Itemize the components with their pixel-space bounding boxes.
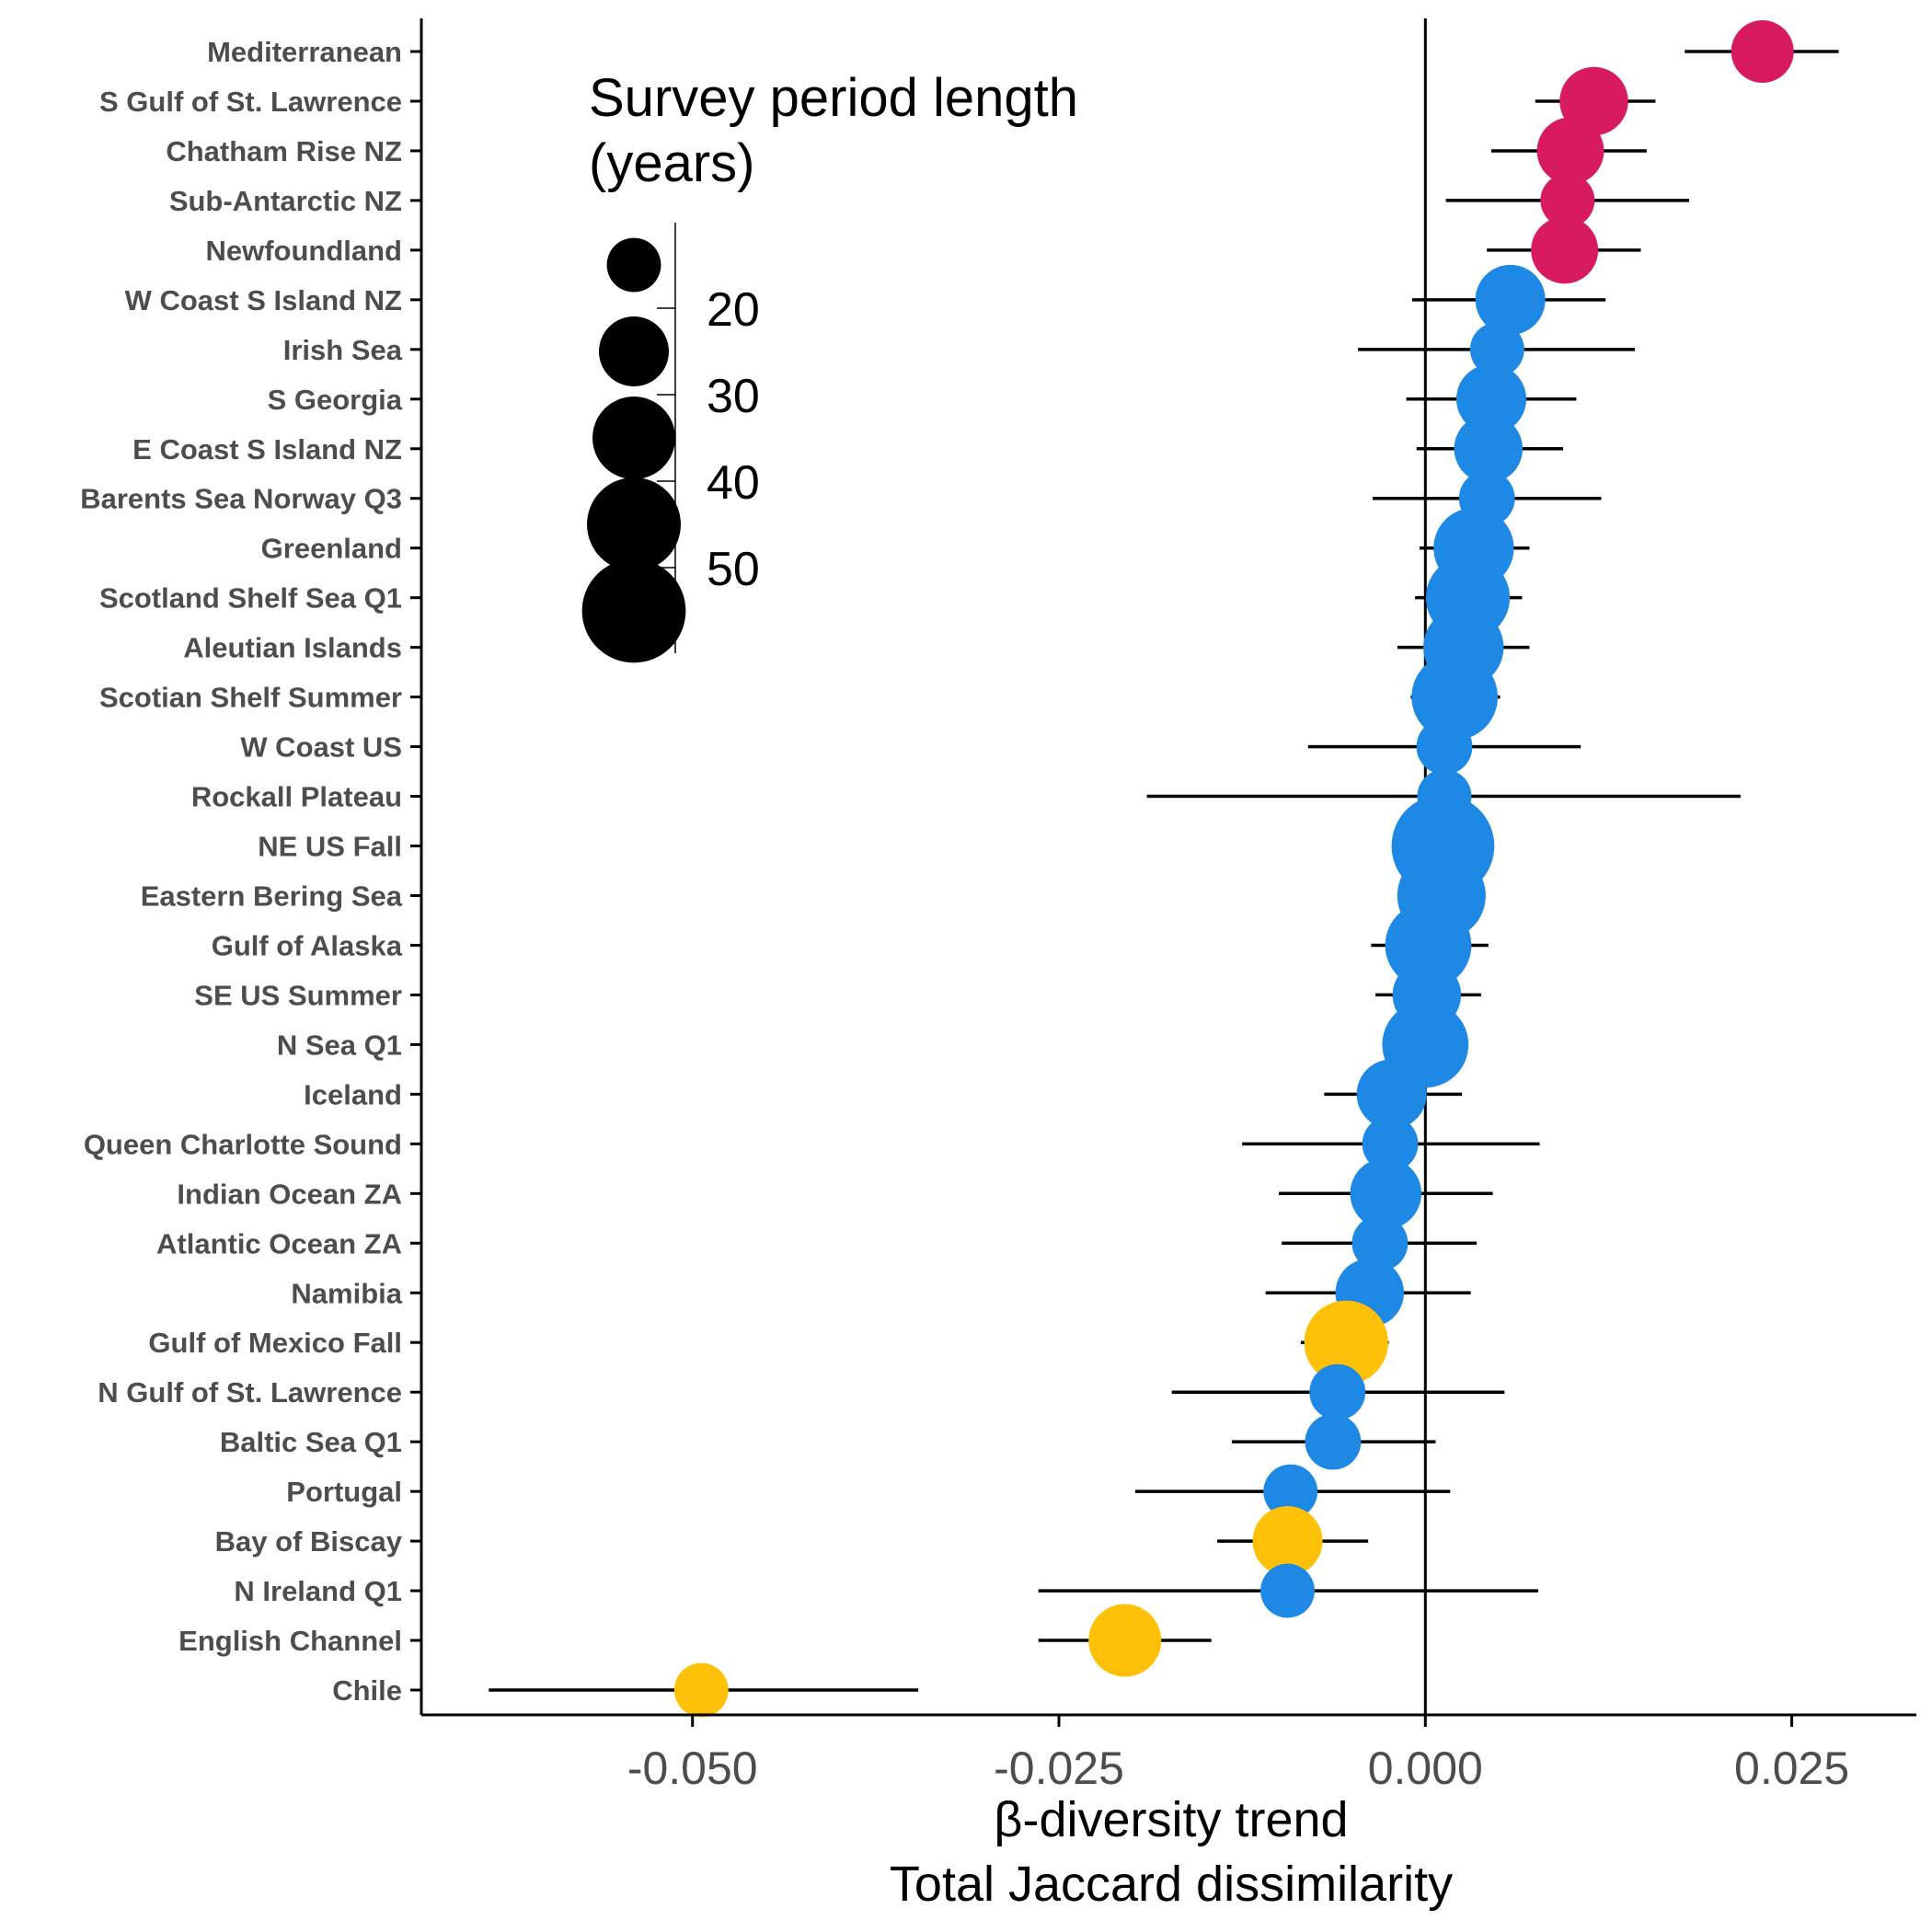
y-tick-label: Atlantic Ocean ZA <box>156 1227 402 1259</box>
data-point <box>1350 1157 1422 1230</box>
x-axis-title-line-2: Total Jaccard dissimilarity <box>890 1857 1453 1912</box>
y-tick-label: Queen Charlotte Sound <box>84 1128 402 1160</box>
data-point <box>1304 1300 1388 1385</box>
legend-keys: 20 30 40 50 <box>581 223 760 663</box>
y-tick-label: Baltic Sea Q1 <box>220 1426 402 1458</box>
legend-label: 30 <box>707 370 760 423</box>
x-tick-label: -0.050 <box>627 1742 758 1794</box>
y-tick-label: E Coast S Island NZ <box>132 433 402 466</box>
data-point <box>1469 322 1524 377</box>
y-tick-label: W Coast US <box>240 731 402 764</box>
y-tick-label: Mediterranean <box>207 36 402 68</box>
data-point <box>1362 1115 1419 1172</box>
y-tick-label: N Sea Q1 <box>277 1029 402 1061</box>
y-tick-label: Chatham Rise NZ <box>166 135 402 167</box>
data-point <box>1411 653 1499 741</box>
y-tick-label: Aleutian Islands <box>183 632 402 664</box>
y-tick-label: Sub-Antarctic NZ <box>169 185 402 217</box>
legend-key-circle <box>606 237 661 293</box>
y-tick-label: Irish Sea <box>283 334 403 366</box>
data-point <box>1252 1506 1323 1577</box>
data-point <box>1531 216 1599 284</box>
legend-label: 40 <box>707 456 760 510</box>
legend-key-circle <box>587 477 681 571</box>
data-point <box>1260 1563 1315 1618</box>
y-tick-label: Gulf of Alaska <box>212 929 403 961</box>
data-point <box>1454 414 1524 483</box>
y-tick-label: Bay of Biscay <box>215 1525 403 1558</box>
data-point <box>1088 1604 1162 1677</box>
data-point <box>1385 902 1472 989</box>
data-point <box>1263 1464 1318 1519</box>
y-tick-label: Namibia <box>291 1277 402 1309</box>
data-point <box>1540 173 1595 228</box>
y-tick-label: Gulf of Mexico Fall <box>148 1327 402 1359</box>
y-tick-label: NE US Fall <box>258 831 402 863</box>
x-tick-label: 0.025 <box>1734 1742 1849 1794</box>
points <box>673 20 1794 1718</box>
y-tick-label: N Ireland Q1 <box>234 1575 402 1607</box>
size-legend: Survey period length (years) 20 30 40 50 <box>581 68 1078 663</box>
y-tick-label: English Channel <box>178 1625 402 1657</box>
y-tick-label: S Gulf of St. Lawrence <box>99 86 402 118</box>
legend-label: 20 <box>707 283 760 337</box>
y-axis-labels: Mediterranean S Gulf of St. Lawrence Chath… <box>80 36 421 1707</box>
legend-label: 50 <box>707 543 760 596</box>
error-bars <box>489 50 1839 1692</box>
y-tick-label: Greenland <box>261 533 402 565</box>
data-point <box>1416 719 1473 775</box>
x-tick-label: 0.000 <box>1368 1742 1483 1794</box>
y-tick-label: N Gulf of St. Lawrence <box>98 1376 402 1409</box>
y-tick-label: Scotland Shelf Sea Q1 <box>99 582 402 615</box>
data-point <box>1309 1363 1366 1420</box>
legend-title-line-2: (years) <box>589 133 754 193</box>
data-point <box>1536 117 1604 185</box>
data-point <box>1351 1214 1409 1271</box>
y-tick-label: SE US Summer <box>194 979 402 1011</box>
y-tick-label: Rockall Plateau <box>191 781 402 813</box>
y-tick-label: Iceland <box>304 1078 402 1110</box>
data-point <box>1731 20 1794 83</box>
y-tick-label: Barents Sea Norway Q3 <box>80 483 402 515</box>
y-tick-label: Newfoundland <box>205 235 402 267</box>
y-tick-label: S Georgia <box>268 384 403 416</box>
x-axis-ticks: -0.050 -0.025 0.000 0.025 <box>627 1715 1849 1794</box>
y-tick-label: Chile <box>332 1674 402 1707</box>
data-point <box>1455 363 1526 434</box>
y-tick-label: Indian Ocean ZA <box>177 1178 402 1210</box>
x-tick-label: -0.025 <box>994 1742 1124 1794</box>
legend-title-line-1: Survey period length <box>589 68 1078 128</box>
y-tick-label: Portugal <box>286 1476 402 1508</box>
y-tick-label: Scotian Shelf Summer <box>99 682 402 714</box>
data-point <box>1475 264 1546 335</box>
data-point <box>1305 1413 1362 1470</box>
x-axis-title-line-1: β-diversity trend <box>994 1792 1348 1847</box>
y-tick-label: Eastern Bering Sea <box>141 880 403 912</box>
data-point <box>673 1662 729 1718</box>
legend-key-circle <box>592 397 675 479</box>
legend-key-circle <box>599 316 669 386</box>
data-point <box>1356 1059 1427 1130</box>
legend-key-circle <box>581 558 686 663</box>
y-tick-label: W Coast S Island NZ <box>125 284 402 316</box>
